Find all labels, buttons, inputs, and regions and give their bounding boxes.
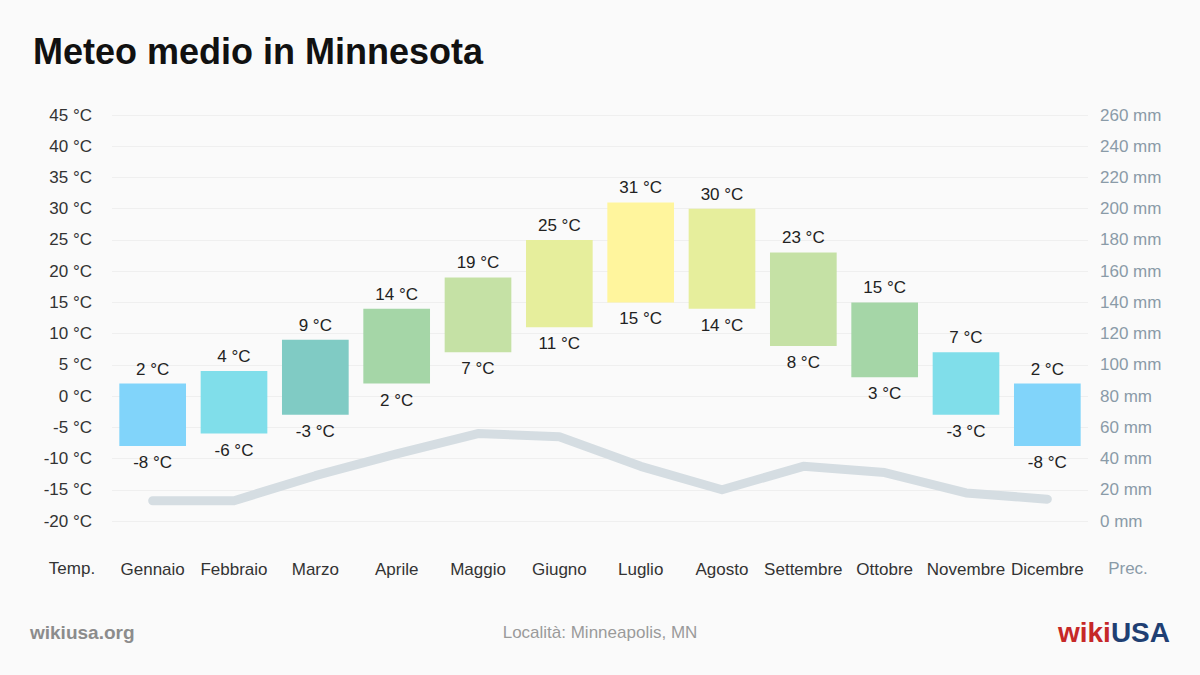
svg-text:Dicembre: Dicembre: [1011, 560, 1084, 579]
svg-text:35 °C: 35 °C: [49, 168, 92, 187]
svg-text:40 mm: 40 mm: [1100, 449, 1152, 468]
svg-text:11 °C: 11 °C: [539, 334, 580, 353]
svg-text:-8 °C: -8 °C: [1028, 453, 1067, 472]
svg-text:20 °C: 20 °C: [49, 262, 92, 281]
svg-text:25 °C: 25 °C: [538, 216, 581, 235]
svg-text:Maggio: Maggio: [450, 560, 506, 579]
svg-text:Prec.: Prec.: [1108, 559, 1148, 578]
svg-text:Località: Minneapolis, MN: Località: Minneapolis, MN: [503, 623, 698, 642]
svg-text:30 °C: 30 °C: [701, 185, 744, 204]
svg-text:140 mm: 140 mm: [1100, 293, 1161, 312]
svg-text:Settembre: Settembre: [764, 560, 842, 579]
svg-text:240 mm: 240 mm: [1100, 137, 1161, 156]
svg-text:60 mm: 60 mm: [1100, 418, 1152, 437]
svg-text:30 °C: 30 °C: [49, 199, 92, 218]
svg-text:260 mm: 260 mm: [1100, 106, 1161, 125]
svg-text:Ottobre: Ottobre: [856, 560, 913, 579]
svg-text:Luglio: Luglio: [618, 560, 663, 579]
svg-text:Febbraio: Febbraio: [200, 560, 267, 579]
svg-text:23 °C: 23 °C: [782, 228, 825, 247]
svg-text:9 °C: 9 °C: [299, 316, 332, 335]
svg-text:-10 °C: -10 °C: [44, 449, 92, 468]
svg-text:5 °C: 5 °C: [59, 355, 92, 374]
svg-text:4 °C: 4 °C: [217, 347, 250, 366]
svg-text:Aprile: Aprile: [375, 560, 418, 579]
svg-text:180 mm: 180 mm: [1100, 230, 1161, 249]
svg-text:USA: USA: [1111, 617, 1170, 648]
svg-text:wikiusa.org: wikiusa.org: [29, 622, 135, 643]
svg-text:8 °C: 8 °C: [787, 353, 820, 372]
svg-text:7 °C: 7 °C: [461, 359, 494, 378]
svg-text:-20 °C: -20 °C: [44, 512, 92, 531]
svg-text:Novembre: Novembre: [927, 560, 1005, 579]
svg-text:19 °C: 19 °C: [457, 253, 500, 272]
svg-text:31 °C: 31 °C: [619, 178, 662, 197]
svg-text:14 °C: 14 °C: [701, 316, 744, 335]
svg-text:2 °C: 2 °C: [136, 360, 169, 379]
svg-text:-8 °C: -8 °C: [133, 453, 172, 472]
svg-text:15 °C: 15 °C: [619, 309, 662, 328]
svg-text:-3 °C: -3 °C: [947, 422, 986, 441]
svg-text:Gennaio: Gennaio: [121, 560, 185, 579]
svg-text:120 mm: 120 mm: [1100, 324, 1161, 343]
svg-text:Agosto: Agosto: [696, 560, 749, 579]
svg-text:-5 °C: -5 °C: [53, 418, 92, 437]
svg-text:15 °C: 15 °C: [49, 293, 92, 312]
svg-text:Meteo medio in Minnesota: Meteo medio in Minnesota: [33, 31, 484, 72]
svg-text:7 °C: 7 °C: [949, 328, 982, 347]
svg-text:Marzo: Marzo: [292, 560, 339, 579]
svg-text:10 °C: 10 °C: [49, 324, 92, 343]
svg-text:-15 °C: -15 °C: [44, 480, 92, 499]
svg-text:-6 °C: -6 °C: [215, 441, 254, 460]
svg-text:Giugno: Giugno: [532, 560, 587, 579]
svg-text:15 °C: 15 °C: [863, 278, 906, 297]
svg-text:0 °C: 0 °C: [59, 387, 92, 406]
svg-text:200 mm: 200 mm: [1100, 199, 1161, 218]
svg-text:40 °C: 40 °C: [49, 137, 92, 156]
svg-text:0 mm: 0 mm: [1100, 512, 1143, 531]
svg-text:25 °C: 25 °C: [49, 230, 92, 249]
svg-text:45 °C: 45 °C: [49, 106, 92, 125]
svg-text:-3 °C: -3 °C: [296, 422, 335, 441]
svg-text:100 mm: 100 mm: [1100, 355, 1161, 374]
svg-text:220 mm: 220 mm: [1100, 168, 1161, 187]
svg-text:3 °C: 3 °C: [868, 384, 901, 403]
svg-text:2 °C: 2 °C: [1031, 360, 1064, 379]
svg-text:2 °C: 2 °C: [380, 391, 413, 410]
svg-text:14 °C: 14 °C: [375, 285, 418, 304]
svg-text:80 mm: 80 mm: [1100, 387, 1152, 406]
svg-text:160 mm: 160 mm: [1100, 262, 1161, 281]
svg-text:wiki: wiki: [1057, 617, 1111, 648]
svg-text:Temp.: Temp.: [49, 559, 95, 578]
svg-text:20 mm: 20 mm: [1100, 480, 1152, 499]
